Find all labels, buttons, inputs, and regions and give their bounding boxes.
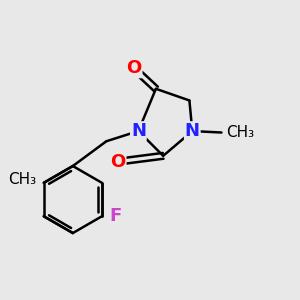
Text: F: F bbox=[109, 207, 122, 225]
Text: N: N bbox=[131, 122, 146, 140]
Text: O: O bbox=[110, 153, 126, 171]
Text: CH₃: CH₃ bbox=[226, 125, 254, 140]
Text: N: N bbox=[185, 122, 200, 140]
Text: CH₃: CH₃ bbox=[8, 172, 37, 188]
Text: O: O bbox=[126, 59, 142, 77]
